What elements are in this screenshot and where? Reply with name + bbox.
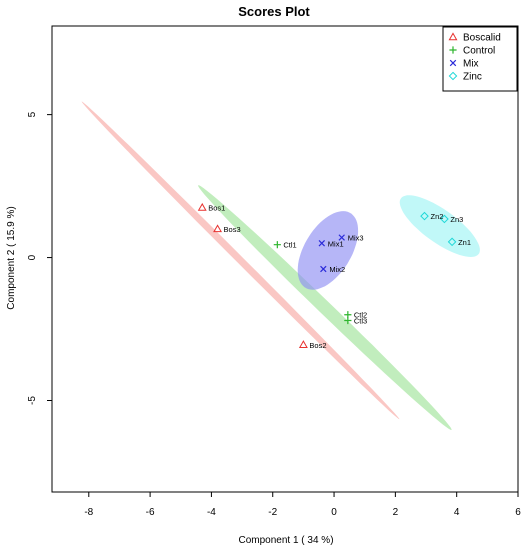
ctl3-point [344,316,352,325]
bos3-point [213,224,223,233]
x-axis-label: Component 1 ( 34 %) [238,535,333,546]
mix-ellipse [297,211,359,290]
bos3-label: Bos3 [224,225,241,234]
zn2-point [420,211,429,221]
y-tick-label-5: 5 [27,111,38,117]
mix3-point [338,234,345,241]
bos1-label: Bos1 [208,204,225,213]
x-tick-label--8: -8 [84,507,93,518]
bos1-point [197,202,207,211]
legend-control-label: Control [463,46,495,57]
legend-boscalid-marker [448,32,458,41]
legend-boscalid-label: Boscalid [463,33,501,44]
mix1-label: Mix1 [328,239,344,248]
confidence-ellipses [81,101,480,430]
legend-box [442,26,518,92]
y-tick-label--5: -5 [27,396,38,405]
x-tick-label-4: 4 [454,507,460,518]
mix2-label: Mix2 [329,265,345,274]
data-points [197,202,457,348]
zn2-label: Zn2 [430,212,443,221]
plot-frame [51,25,519,493]
legend-zinc-label: Zinc [463,72,482,83]
x-tick-label-2: 2 [393,507,399,518]
boscalid-ellipse [81,101,400,420]
zn3-point [440,214,449,224]
mix1-point [318,240,326,247]
mix3-label: Mix3 [348,234,364,243]
ctl2-label: Ctl2 [354,311,367,320]
x-tick-label-0: 0 [331,507,337,518]
legend-control-marker [449,46,457,54]
zn3-label: Zn3 [450,215,463,224]
control-ellipse [198,185,452,430]
x-tick-label--2: -2 [268,507,277,518]
zinc-ellipse [399,195,480,257]
y-tick-label-0: 0 [27,254,38,260]
legend-mix-label: Mix [463,59,479,70]
y-axis-label: Component 2 ( 15.9 %) [6,206,17,309]
chart-title: Scores Plot [238,4,310,19]
bos2-label: Bos2 [309,341,326,350]
bos2-point [298,340,308,348]
x-tick-label--4: -4 [207,507,216,518]
x-tick-label-6: 6 [515,507,521,518]
ctl1-point [273,241,281,249]
x-tick-label--6: -6 [146,507,155,518]
ctl1-label: Ctl1 [283,241,296,250]
mix2-point [320,265,327,273]
legend-zinc-marker [448,71,458,81]
axes: -8 -6 -4 -2 0 2 4 6 -5 0 5 [27,25,521,518]
legend: Boscalid Control Mix Zinc [442,26,518,92]
ctl3-label: Ctl3 [354,316,367,325]
zn1-point [447,237,457,247]
legend-mix-marker [449,59,457,67]
zn1-label: Zn1 [458,238,471,247]
